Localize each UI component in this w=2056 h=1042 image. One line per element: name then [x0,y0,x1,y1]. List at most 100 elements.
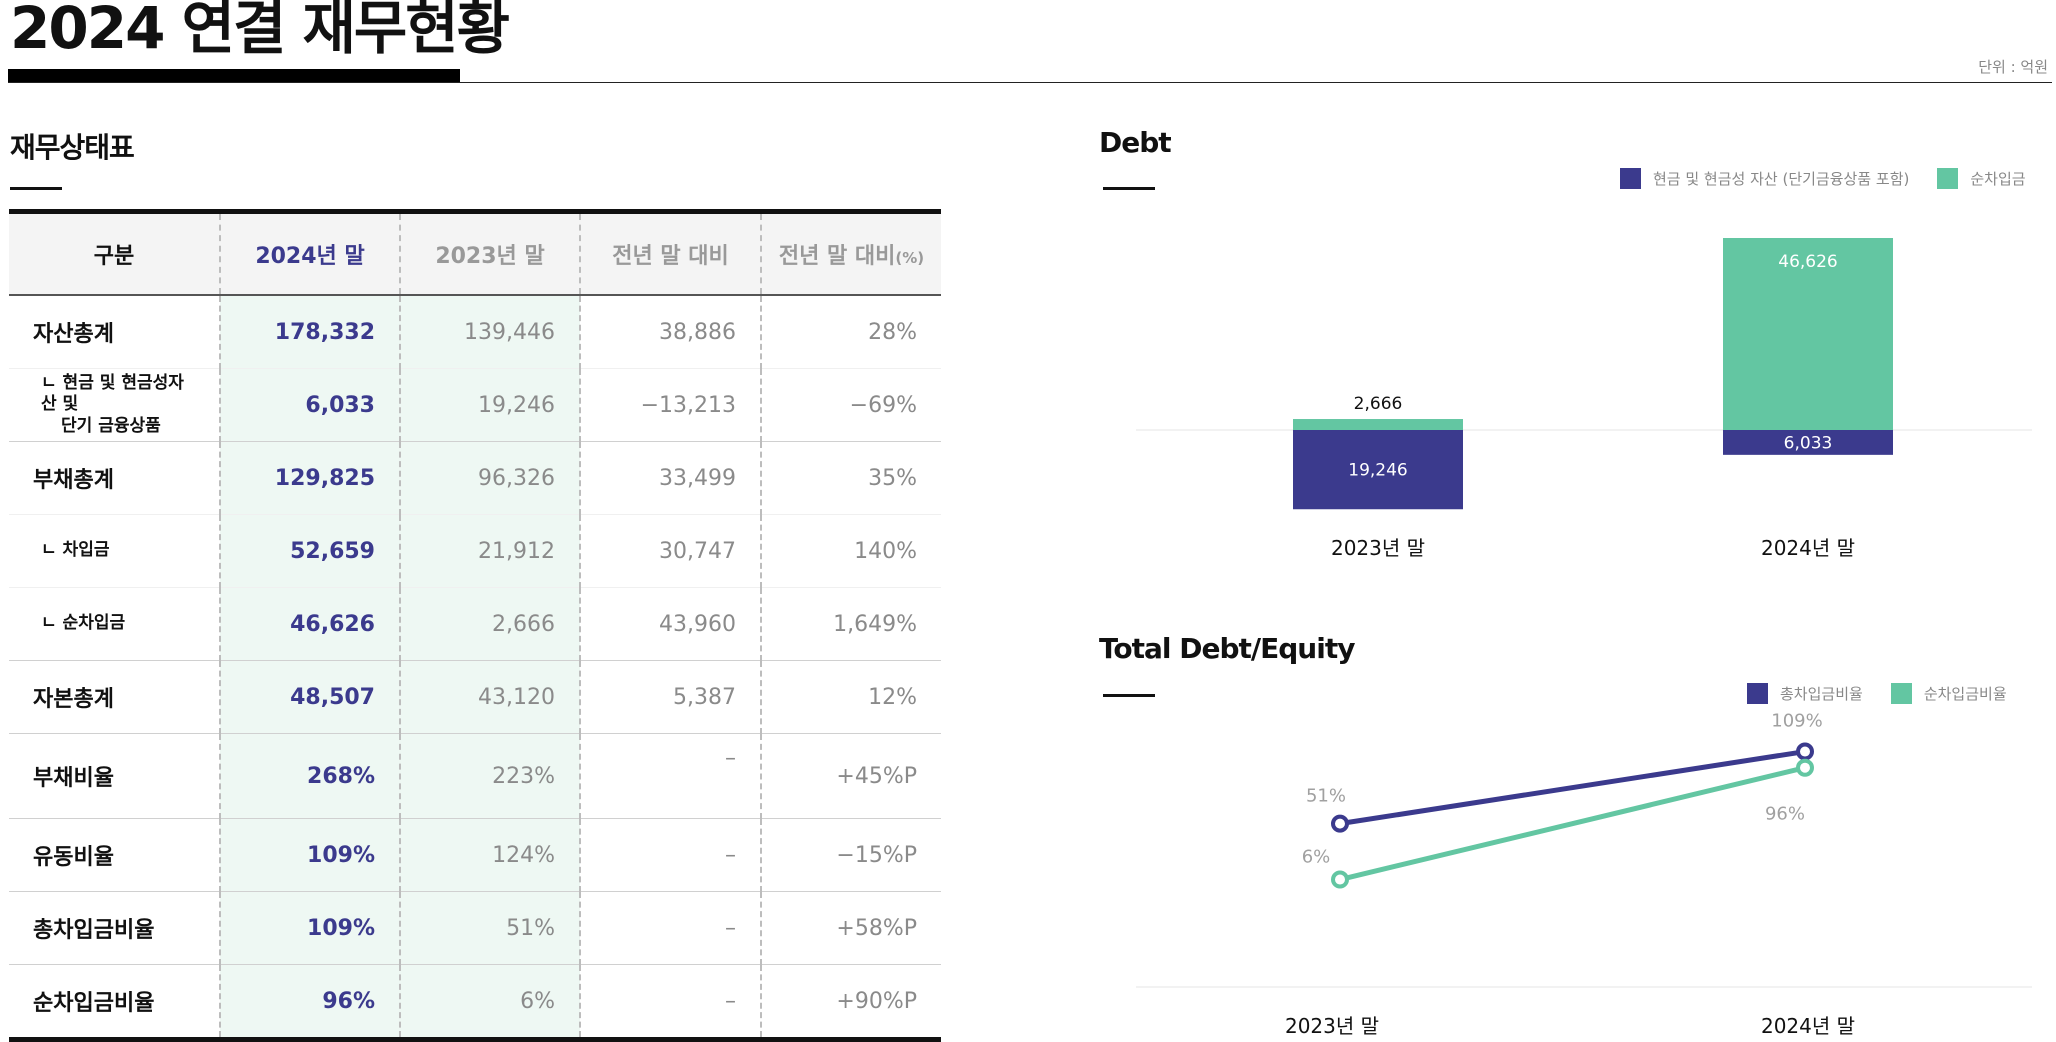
value-2023: 43,120 [399,660,580,734]
unit-label: 단위 : 억원 [1978,58,2048,76]
value-2023: 223% [399,733,580,819]
title-accent-bar [8,69,460,83]
line-point [1331,814,1349,833]
legend-swatch [1620,168,1641,189]
balance-sheet-table: 구분 2024년 말 2023년 말 전년 말 대비 전년 말 대비(%) 자산… [9,209,941,1042]
debt-chart-title: Debt [1099,126,1172,159]
debt-bar-cash [1293,430,1463,510]
debt-label-net-debt: 46,626 [1778,252,1837,272]
value-2023: 2,666 [399,587,580,661]
table-row: 자산총계 178,332 139,446 38,886 28% [9,295,941,369]
value-2024: 96% [219,964,400,1040]
value-yoy: 5,387 [579,660,761,734]
value-2024: 48,507 [219,660,400,734]
row-label: 유동비율 [9,818,220,892]
table-row: ㄴ 차입금 52,659 21,912 30,747 140% [9,514,941,588]
debt-x-tick-label: 2024년 말 [1761,536,1855,560]
table-row: ㄴ 현금 및 현금성자산 및 단기 금융상품 6,033 19,246 −13,2… [9,368,941,442]
legend-label: 현금 및 현금성 자산 (단기금융상품 포함) [1653,170,1910,188]
legend-swatch [1890,683,1912,704]
value-yoy-pct: −15%P [760,818,941,892]
row-label: ㄴ 순차입금 [9,587,220,661]
row-label: 부채비율 [9,733,220,819]
line-data-label: 109% [1771,711,1822,732]
value-yoy-pct: 1,649% [760,587,941,661]
balance-sheet-title: 재무상태표 [10,131,135,164]
debt-label-net-debt: 2,666 [1354,394,1403,414]
row-label: 순차입금비율 [33,991,155,1016]
value-2023: 124% [399,818,580,892]
line-point [1796,758,1814,777]
row-label: 자산총계 [9,295,220,369]
table-row: ㄴ 순차입금 46,626 2,666 43,960 1,649% [9,587,941,661]
legend-label: 순차입금 [1970,170,2026,188]
debt-equity-chart-legend: 총차입금비율 순차입금비율 [1747,683,2007,704]
legend-label: 순차입금비율 [1923,685,2007,703]
table-row: 총차입금비율 109% 51% – +58%P [9,891,941,965]
value-2024: 268% [219,733,400,819]
value-yoy: 38,886 [579,295,761,369]
value-2024: 46,626 [219,587,400,661]
column-header-2024: 2024년 말 [219,211,400,296]
value-yoy-pct: 140% [760,514,941,588]
row-label: 부채총계 [9,441,220,515]
value-yoy-pct: 35% [760,441,941,515]
column-header-category: 구분 [9,211,220,296]
value-2024: 52,659 [219,514,400,588]
balance-sheet-underline [10,187,62,190]
value-2023: 139,446 [399,295,580,369]
debt-chart-legend: 현금 및 현금성 자산 (단기금융상품 포함) 순차입금 [1620,168,2054,189]
value-2023: 51% [399,891,580,965]
debt-label-cash: 6,033 [1784,433,1833,453]
legend-item-total-debt-ratio: 총차입금비율 [1747,683,1863,704]
row-label: 총차입금비율 [9,891,220,965]
value-2024: 109% [219,818,400,892]
line-series-total-debt-ratio [1339,749,1806,827]
title-divider [8,82,2052,83]
value-yoy: 43,960 [579,587,761,661]
legend-item-net-debt-ratio: 순차입금비율 [1890,683,2007,704]
row-label: 자본총계 [9,660,220,734]
value-2024: 109% [219,891,400,965]
line-data-label: 96% [1765,804,1805,825]
page-title: 2024 연결 재무현황 [10,0,510,62]
row-label-line1: ㄴ 현금 및 현금성자산 및 [41,373,184,415]
value-2023: 21,912 [399,514,580,588]
column-header-2023: 2023년 말 [399,211,580,296]
legend-item-cash: 현금 및 현금성 자산 (단기금융상품 포함) [1620,168,1909,189]
value-yoy: – [579,891,761,965]
debt-equity-chart-underline [1103,694,1155,697]
debt-bar-cash [1723,430,1893,455]
value-yoy: – [579,733,761,819]
row-label-line2: 단기 금융상품 [61,415,161,436]
column-header-yoy: 전년 말 대비 [579,211,761,296]
value-yoy-pct: +90%P [760,964,941,1040]
debt-equity-chart-title: Total Debt/Equity [1099,632,1355,665]
row-label: ㄴ 차입금 [9,514,220,588]
value-yoy: −13,213 [579,368,761,442]
value-yoy: 30,747 [579,514,761,588]
debt-label-cash: 19,246 [1348,461,1407,481]
table-header-row: 구분 2024년 말 2023년 말 전년 말 대비 전년 말 대비(%) [9,211,941,296]
legend-swatch [1937,168,1959,189]
value-2023: 19,246 [399,368,580,442]
value-yoy: – [579,818,761,892]
value-2023: 96,326 [399,441,580,515]
legend-item-net-debt: 순차입금 [1937,168,2026,189]
table-row: 부채비율 268% 223% – +45%P [9,733,941,819]
row-label: ㄴ 현금 및 현금성자산 및 단기 금융상품 [9,368,220,442]
line-x-tick-label: 2023년 말 [1285,1014,1379,1035]
line-data-label: 51% [1306,786,1346,807]
value-2023: 6% [399,964,580,1040]
value-2024: 6,033 [219,368,400,442]
line-series-net-debt-ratio [1339,765,1806,882]
debt-x-tick-label: 2023년 말 [1331,536,1425,560]
line-data-label: 6% [1302,847,1331,868]
value-yoy: 33,499 [579,441,761,515]
legend-swatch [1747,683,1768,704]
table-row: 부채총계 129,825 96,326 33,499 35% [9,441,941,515]
value-yoy-pct: 28% [760,295,941,369]
debt-bar-net-debt [1723,238,1893,430]
legend-label: 총차입금비율 [1780,685,1863,703]
